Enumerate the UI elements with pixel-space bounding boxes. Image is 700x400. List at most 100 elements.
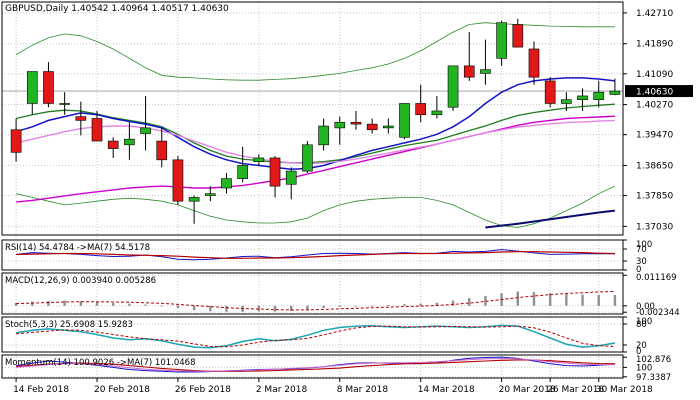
candle xyxy=(10,118,22,162)
macd-histogram-bar xyxy=(484,295,487,306)
bb-upper-line xyxy=(15,22,615,81)
momentum-ma-7--line xyxy=(16,359,615,372)
macd-panel-frame xyxy=(1,272,624,315)
candle xyxy=(221,172,232,194)
candle-body xyxy=(383,125,394,129)
macd-histogram-bar xyxy=(468,298,471,306)
candle xyxy=(285,167,297,200)
macd-histogram-bar xyxy=(95,301,99,306)
bb-lower-line xyxy=(16,185,616,228)
candle xyxy=(528,41,540,85)
macd-panel-label: MACD(12,26,9) 0.003940 0.005286 xyxy=(5,276,156,286)
macd-histogram-bar xyxy=(387,305,390,307)
main-panel-frame xyxy=(1,1,624,236)
candle-body xyxy=(463,65,475,78)
macd-histogram-bar xyxy=(290,305,293,311)
candle-body xyxy=(366,123,378,131)
main-y-tick-label: 1.41090 xyxy=(636,70,673,80)
x-tick-label: 26 Mar 2018 xyxy=(547,385,604,395)
x-tick-label: 20 Mar 2018 xyxy=(499,385,556,395)
candles-layer xyxy=(10,18,621,224)
candle xyxy=(366,118,378,134)
candle xyxy=(237,146,248,183)
main-y-tick-label: 1.42710 xyxy=(636,9,673,19)
candle xyxy=(204,186,216,202)
candle xyxy=(593,80,605,108)
momentum-panel-frame xyxy=(1,354,624,379)
macd-histogram-bar xyxy=(354,305,358,307)
ma-pink-line xyxy=(15,119,615,165)
rsi-y-tick-label: 70 xyxy=(636,245,647,255)
main-y-tick-label: 1.40270 xyxy=(636,101,673,111)
x-tick-label: 14 Mar 2018 xyxy=(418,385,475,395)
chart-header: GBPUSD,Daily 1.40542 1.40964 1.40517 1.4… xyxy=(5,4,229,14)
candle xyxy=(609,78,621,96)
indicator-lines-layer xyxy=(15,22,616,229)
macd-histogram-bar xyxy=(322,305,325,308)
macd-histogram-bar xyxy=(516,291,520,306)
candle xyxy=(544,77,556,108)
candle xyxy=(577,88,588,111)
rsi-ma-7--line xyxy=(16,251,615,259)
main-y-tick-label: 1.41890 xyxy=(636,40,673,50)
candle xyxy=(399,103,410,140)
candle-body xyxy=(140,127,151,134)
candle xyxy=(334,116,346,145)
ma-blue-line xyxy=(15,77,615,170)
long-ma-navy-line xyxy=(485,209,616,229)
macd-histogram-bar xyxy=(63,300,66,306)
x-tick-label: 8 Mar 2018 xyxy=(337,385,389,395)
candle-body xyxy=(172,159,184,202)
rsi-y-tick-label: 30 xyxy=(636,257,647,267)
candle xyxy=(512,18,524,48)
macd-histogram-bar xyxy=(79,301,83,306)
momentum-panel-label: Momentum(14) 100.9026 ->MA(7) 101.0468 xyxy=(5,358,195,368)
candle xyxy=(318,118,329,151)
momentum-y-tick-label: 102.876 xyxy=(636,355,671,365)
candle xyxy=(302,141,313,173)
macd-histogram-bar xyxy=(370,305,374,307)
candle-body xyxy=(221,178,232,189)
candle xyxy=(431,95,443,119)
stoch-panel-frame xyxy=(1,316,624,353)
x-tick-label: 2 Mar 2018 xyxy=(256,385,308,395)
macd-histogram-bar xyxy=(192,305,196,311)
x-tick-label: 26 Feb 2018 xyxy=(175,385,231,395)
macd-histogram-bar xyxy=(597,294,600,306)
macd-histogram-bar xyxy=(419,303,422,306)
candle-body xyxy=(431,110,443,116)
candle-body xyxy=(285,170,297,185)
momentum-panel: Momentum(14) 100.9026 ->MA(7) 101.0468 xyxy=(5,356,615,373)
macd-histogram-bar xyxy=(14,303,18,306)
current-price-tag: 1.40630 xyxy=(625,85,693,98)
candle-body xyxy=(59,103,70,105)
candle xyxy=(91,110,103,142)
candle-body xyxy=(577,95,588,101)
candle-body xyxy=(237,165,248,179)
candle-body xyxy=(318,125,329,146)
macd-histogram-bar xyxy=(532,292,536,306)
macd-histogram-bar xyxy=(581,294,584,306)
candle-body xyxy=(75,116,87,121)
candle-body xyxy=(399,103,410,138)
x-tick-label: 20 Feb 2018 xyxy=(94,385,150,395)
candle xyxy=(124,122,135,160)
candle xyxy=(383,118,394,134)
candle-body xyxy=(26,71,38,104)
candle-body xyxy=(480,69,491,74)
candle-body xyxy=(10,129,22,153)
macd-histogram-bar xyxy=(257,305,261,312)
candle xyxy=(107,137,119,158)
x-tick-label: 30 Mar 2018 xyxy=(596,385,653,395)
candle xyxy=(463,32,475,81)
candle-body xyxy=(447,65,459,108)
candle xyxy=(496,20,507,66)
macd-histogram-bar xyxy=(565,294,568,306)
macd-histogram-bar xyxy=(47,300,50,306)
candle xyxy=(253,154,265,166)
candle-body xyxy=(512,24,524,48)
macd-histogram-bar xyxy=(111,303,115,306)
macd-histogram-bar xyxy=(31,301,34,306)
